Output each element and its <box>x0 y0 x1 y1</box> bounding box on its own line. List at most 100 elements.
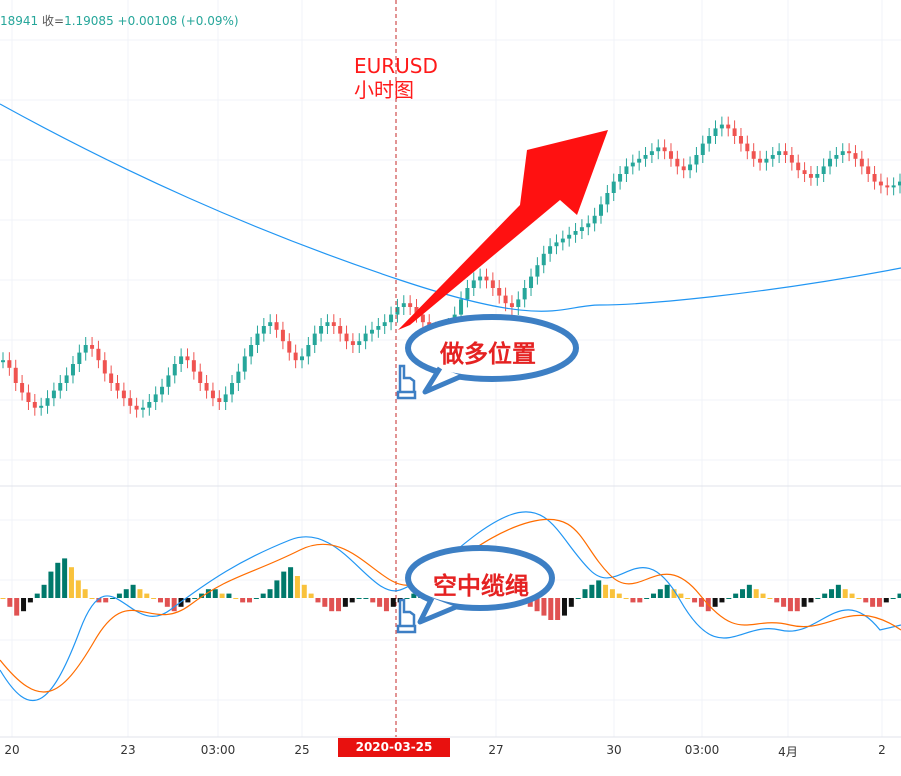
candle <box>847 151 851 153</box>
histogram-bar <box>719 598 724 602</box>
histogram-bar <box>548 598 553 620</box>
x-tick-label: 03:00 <box>685 743 720 757</box>
candle <box>701 144 705 155</box>
candle <box>580 227 584 231</box>
candle <box>612 182 616 193</box>
histogram-bar <box>83 589 88 598</box>
chart-title: EURUSD 小时图 <box>354 54 438 102</box>
candle <box>644 155 648 159</box>
histogram-bar <box>781 598 786 607</box>
histogram-bar <box>610 589 615 598</box>
histogram-bar <box>137 589 142 598</box>
candle <box>803 170 807 174</box>
candle <box>122 391 126 399</box>
candle <box>714 128 718 136</box>
candle <box>624 166 628 174</box>
x-tick-label: 27 <box>488 743 503 757</box>
candle <box>192 360 196 371</box>
histogram-bar <box>35 594 40 598</box>
candle <box>853 153 857 159</box>
candle <box>764 159 768 163</box>
candle <box>77 353 81 364</box>
candle <box>281 330 285 341</box>
candle <box>465 288 469 299</box>
chart-canvas[interactable] <box>0 0 901 757</box>
histogram-bar <box>569 598 574 607</box>
candle <box>542 254 546 265</box>
histogram-bar <box>665 585 670 598</box>
histogram-bar <box>103 598 108 602</box>
histogram-bar <box>309 594 314 598</box>
histogram-bar <box>357 598 362 599</box>
x-tick-label: 03:00 <box>201 743 236 757</box>
candle <box>554 242 558 246</box>
chart-area[interactable]: 18941 收=1.19085 +0.00108 (+0.09%) EURUSD… <box>0 0 901 757</box>
histogram-bar <box>233 598 238 599</box>
candle <box>586 223 590 227</box>
candle <box>224 394 228 402</box>
candle <box>357 341 361 345</box>
histogram-bar <box>774 598 779 602</box>
candle <box>421 315 425 323</box>
histogram-bar <box>637 598 642 602</box>
histogram-bar <box>55 563 60 598</box>
candle <box>663 147 667 151</box>
histogram-bar <box>856 598 861 599</box>
ohlc-readout: 18941 收=1.19085 +0.00108 (+0.09%) <box>0 12 239 29</box>
bubble-macd-text: 空中缆绳 <box>433 566 529 601</box>
histogram-bar <box>747 585 752 598</box>
histogram-bar <box>14 598 19 616</box>
candle <box>389 315 393 323</box>
candle <box>166 375 170 386</box>
candle <box>510 303 514 307</box>
candle <box>484 277 488 281</box>
candle <box>733 128 737 136</box>
candle <box>669 151 673 159</box>
candle <box>179 356 183 364</box>
histogram-bar <box>254 598 259 599</box>
candle <box>338 326 342 334</box>
histogram-bar <box>829 589 834 598</box>
histogram-bar <box>370 598 375 602</box>
candle <box>694 155 698 165</box>
histogram-bar <box>788 598 793 611</box>
histogram-bar <box>363 598 368 599</box>
histogram-bar <box>76 580 81 598</box>
candle <box>52 391 56 399</box>
histogram-bar <box>583 589 588 598</box>
candle <box>605 193 609 204</box>
histogram-bar <box>315 598 320 602</box>
candle <box>275 322 279 330</box>
candle <box>650 151 654 155</box>
candle <box>173 364 177 375</box>
candle <box>1 360 5 362</box>
candle <box>726 125 730 129</box>
close-label: 收= <box>42 14 64 28</box>
candle <box>529 277 533 288</box>
crosshair-date-badge: 2020-03-25 23:00 <box>338 738 450 757</box>
histogram-bar <box>576 598 581 599</box>
candle <box>109 374 113 384</box>
histogram-bar <box>795 598 800 611</box>
x-tick-label: 30 <box>606 743 621 757</box>
candle <box>561 239 565 243</box>
candle <box>71 364 75 375</box>
candle <box>262 326 266 334</box>
histogram-bar <box>644 598 649 599</box>
candle <box>892 185 896 187</box>
histogram-bar <box>288 567 293 598</box>
histogram-bar <box>336 598 341 611</box>
histogram-bar <box>733 594 738 598</box>
histogram-bar <box>761 594 766 598</box>
candle <box>243 356 247 371</box>
candle <box>255 334 259 345</box>
candle <box>306 345 310 356</box>
candle <box>682 166 686 170</box>
candle <box>777 151 781 155</box>
histogram-bar <box>870 598 875 607</box>
close-value: 1.19085 <box>64 14 114 28</box>
candle <box>46 398 50 406</box>
histogram-bar <box>541 598 546 616</box>
candle <box>548 246 552 254</box>
candle <box>707 136 711 144</box>
